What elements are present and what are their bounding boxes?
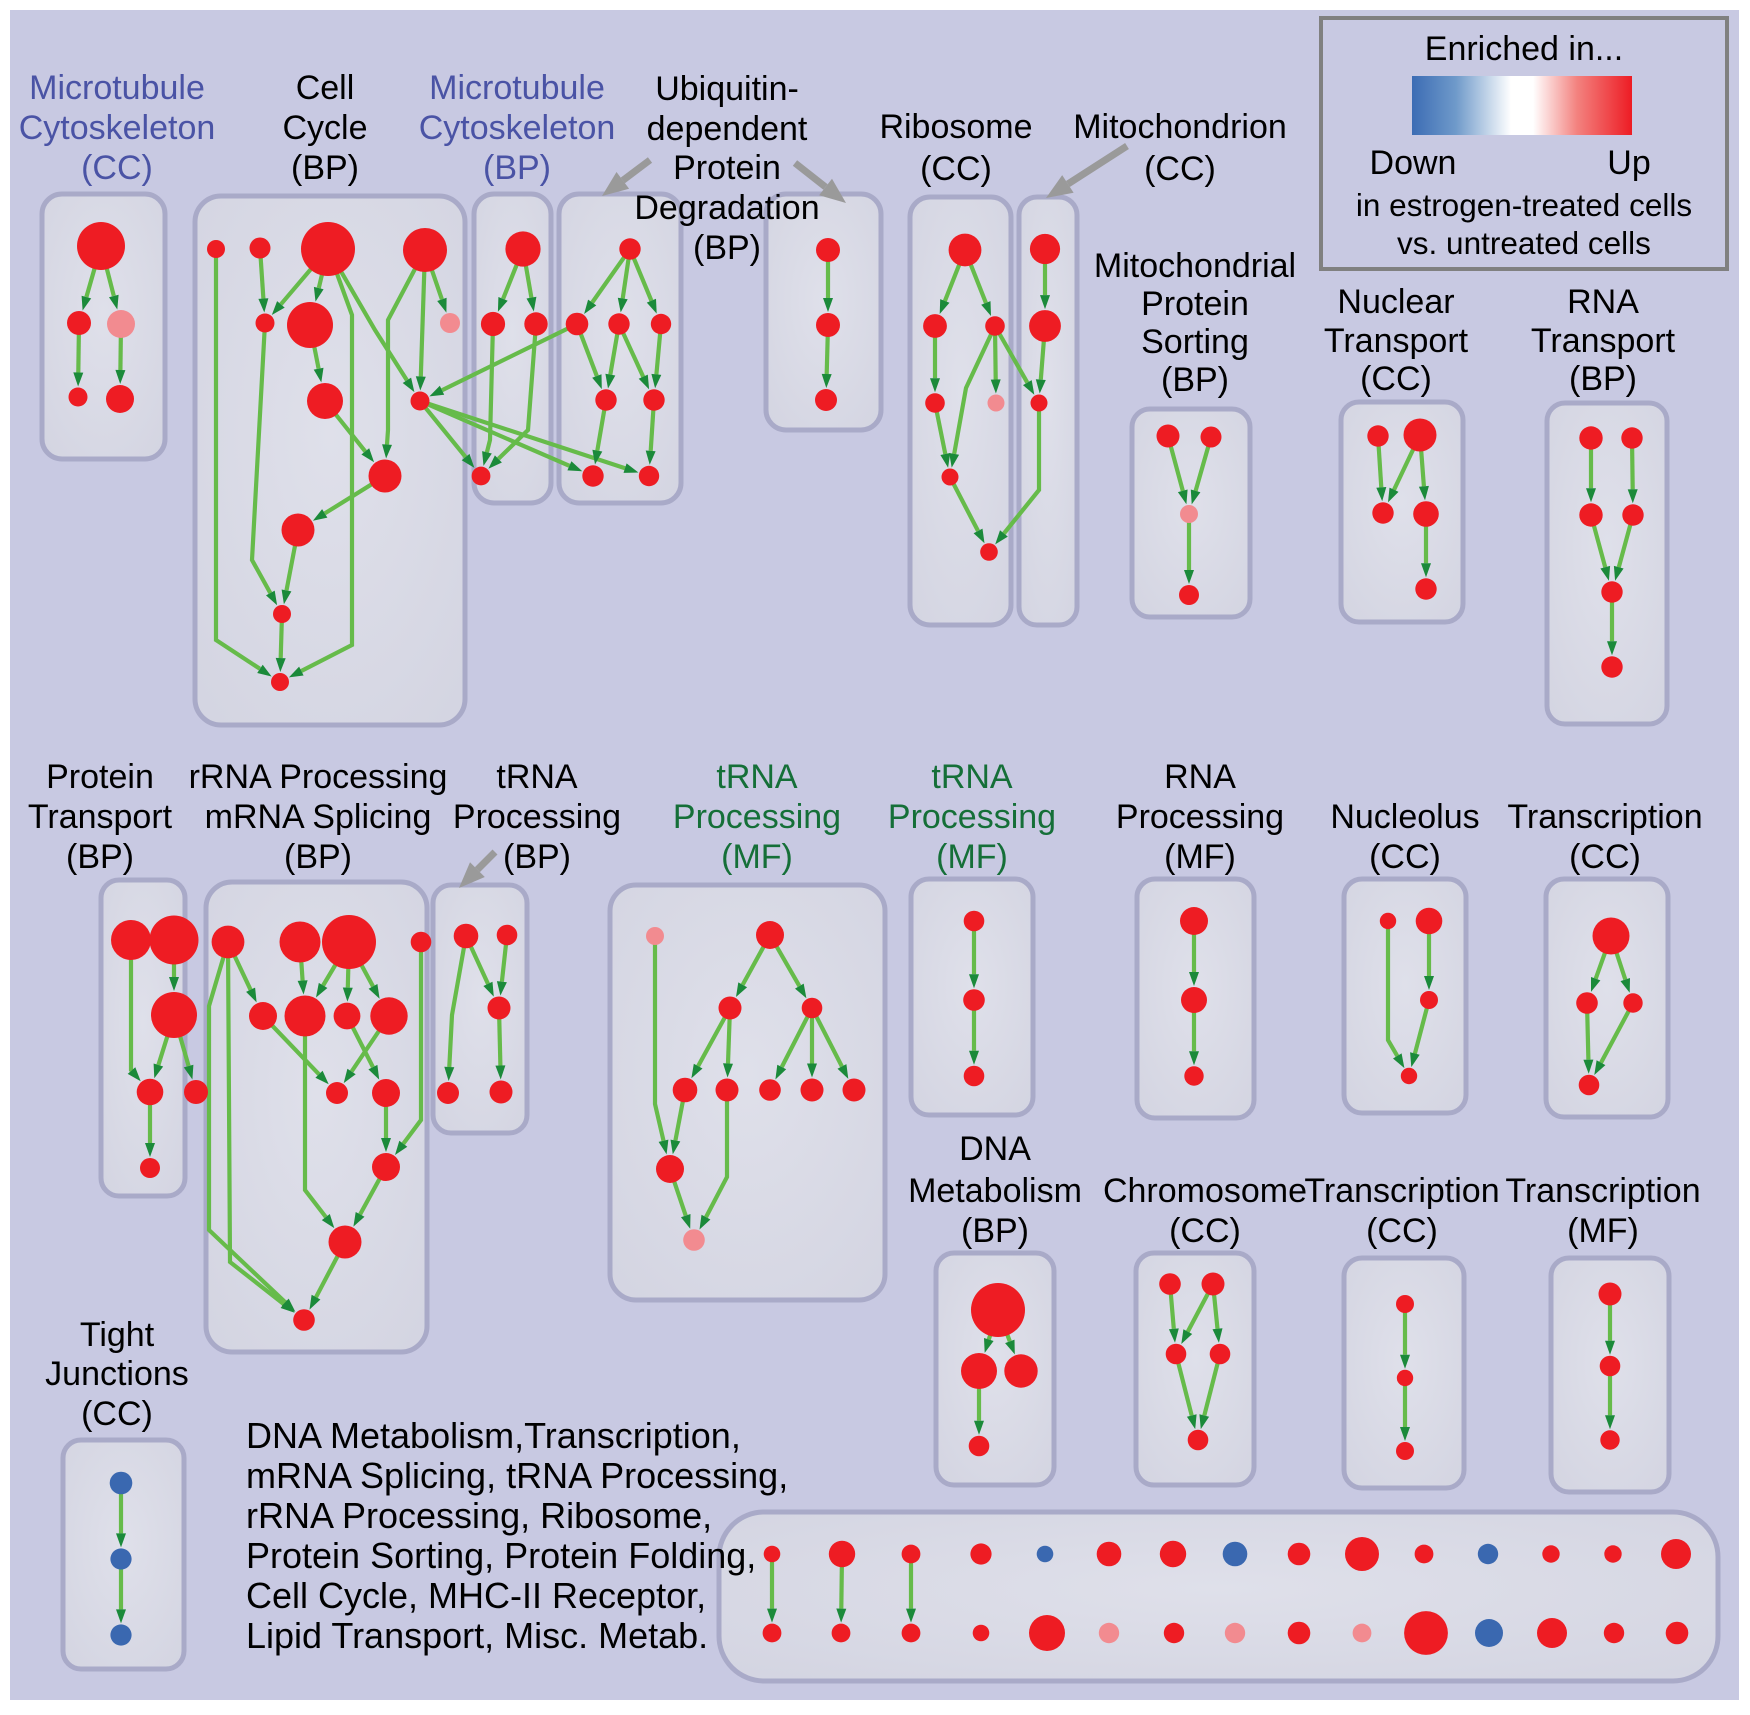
svg-text:(CC): (CC) (1169, 1212, 1241, 1250)
svg-text:Processing: Processing (1116, 798, 1284, 836)
svg-text:Protein: Protein (673, 149, 781, 187)
svg-text:Transport: Transport (28, 798, 173, 836)
svg-text:Microtubule: Microtubule (29, 69, 205, 107)
svg-text:Ribosome: Ribosome (879, 108, 1032, 146)
svg-text:(CC): (CC) (81, 1395, 153, 1433)
svg-text:Cytoskeleton: Cytoskeleton (419, 109, 616, 147)
svg-text:(CC): (CC) (81, 149, 153, 187)
svg-text:Up: Up (1607, 144, 1650, 182)
svg-text:(MF): (MF) (1567, 1212, 1639, 1250)
svg-text:tRNA: tRNA (716, 758, 798, 796)
svg-text:Junctions: Junctions (45, 1355, 189, 1393)
svg-text:tRNA: tRNA (931, 758, 1013, 796)
svg-text:Metabolism: Metabolism (908, 1172, 1082, 1210)
svg-text:(CC): (CC) (1366, 1212, 1438, 1250)
svg-text:Nuclear: Nuclear (1337, 283, 1454, 321)
svg-text:Ubiquitin-: Ubiquitin- (655, 70, 799, 108)
svg-text:Cytoskeleton: Cytoskeleton (19, 109, 216, 147)
svg-text:Transcription: Transcription (1304, 1172, 1499, 1210)
svg-text:tRNA: tRNA (496, 758, 578, 796)
svg-text:Degradation: Degradation (634, 189, 819, 227)
svg-text:DNA: DNA (959, 1130, 1031, 1168)
svg-text:(CC): (CC) (1369, 838, 1441, 876)
svg-text:Processing: Processing (673, 798, 841, 836)
svg-text:Nucleolus: Nucleolus (1330, 798, 1479, 836)
svg-text:Lipid Transport, Misc. Metab.: Lipid Transport, Misc. Metab. (246, 1615, 708, 1656)
svg-text:Transcription: Transcription (1505, 1172, 1700, 1210)
svg-text:(BP): (BP) (961, 1212, 1029, 1250)
svg-text:Transport: Transport (1324, 322, 1469, 360)
svg-text:(CC): (CC) (1360, 360, 1432, 398)
svg-text:(BP): (BP) (693, 229, 761, 267)
svg-text:Processing: Processing (888, 798, 1056, 836)
svg-text:Cycle: Cycle (282, 109, 367, 147)
svg-text:RNA: RNA (1567, 283, 1639, 321)
svg-text:(CC): (CC) (1569, 838, 1641, 876)
svg-text:Mitochondrial: Mitochondrial (1094, 247, 1296, 285)
svg-text:rRNA Processing, Ribosome,: rRNA Processing, Ribosome, (246, 1495, 712, 1536)
svg-text:in estrogen-treated cells: in estrogen-treated cells (1356, 187, 1692, 223)
svg-text:RNA: RNA (1164, 758, 1236, 796)
svg-text:Down: Down (1370, 144, 1457, 182)
svg-text:rRNA Processing: rRNA Processing (189, 758, 448, 796)
svg-text:Transport: Transport (1531, 322, 1676, 360)
svg-text:Transcription: Transcription (1507, 798, 1702, 836)
svg-text:Processing: Processing (453, 798, 621, 836)
svg-text:mRNA Splicing: mRNA Splicing (205, 798, 432, 836)
svg-text:(BP): (BP) (483, 149, 551, 187)
svg-text:Protein Sorting, Protein Foldi: Protein Sorting, Protein Folding, (246, 1535, 756, 1576)
svg-text:mRNA Splicing, tRNA Processing: mRNA Splicing, tRNA Processing, (246, 1455, 788, 1496)
svg-text:Cell: Cell (296, 69, 355, 107)
svg-text:Protein: Protein (1141, 285, 1249, 323)
svg-text:Sorting: Sorting (1141, 323, 1249, 361)
svg-text:Cell Cycle, MHC-II Receptor,: Cell Cycle, MHC-II Receptor, (246, 1575, 706, 1616)
svg-text:Microtubule: Microtubule (429, 69, 605, 107)
svg-text:dependent: dependent (647, 110, 808, 148)
svg-text:Protein: Protein (46, 758, 154, 796)
svg-text:Mitochondrion: Mitochondrion (1073, 108, 1287, 146)
svg-text:vs. untreated cells: vs. untreated cells (1397, 225, 1651, 261)
svg-text:Enriched in...: Enriched in... (1425, 30, 1623, 68)
svg-text:(MF): (MF) (1164, 838, 1236, 876)
svg-text:(BP): (BP) (1161, 361, 1229, 399)
svg-text:(CC): (CC) (1144, 150, 1216, 188)
svg-text:Tight: Tight (80, 1316, 155, 1354)
svg-text:(CC): (CC) (920, 150, 992, 188)
svg-text:DNA Metabolism,Transcription,: DNA Metabolism,Transcription, (246, 1415, 741, 1456)
svg-text:(BP): (BP) (1569, 360, 1637, 398)
svg-text:(MF): (MF) (721, 838, 793, 876)
svg-text:(BP): (BP) (284, 838, 352, 876)
svg-text:(MF): (MF) (936, 838, 1008, 876)
svg-text:Chromosome: Chromosome (1103, 1172, 1307, 1210)
svg-text:(BP): (BP) (503, 838, 571, 876)
svg-text:(BP): (BP) (291, 149, 359, 187)
svg-text:(BP): (BP) (66, 838, 134, 876)
